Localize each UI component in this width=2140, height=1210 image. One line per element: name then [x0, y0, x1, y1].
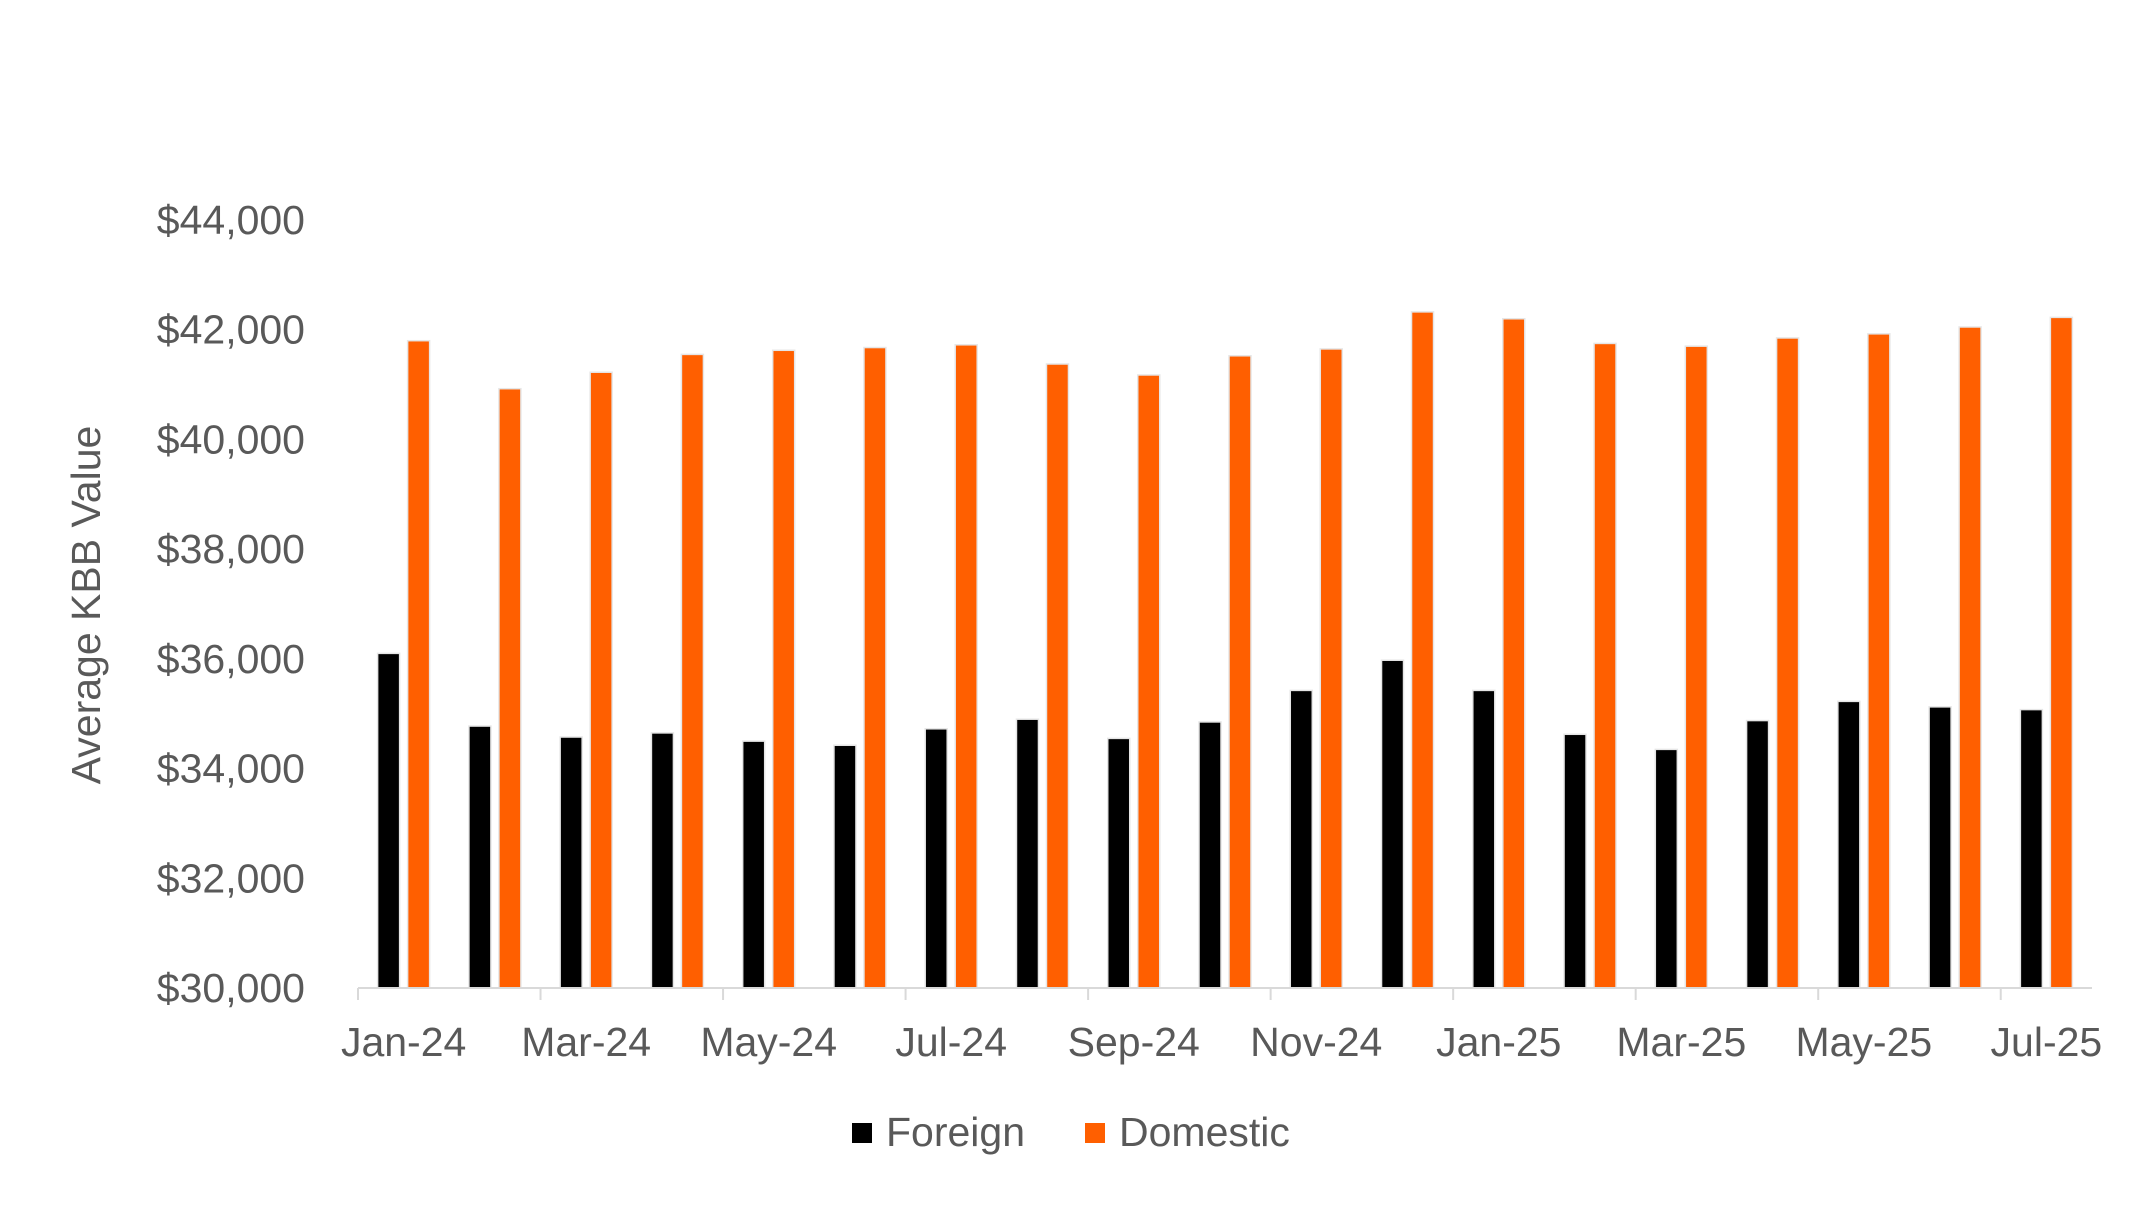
bar-foreign-apr-24 — [650, 732, 675, 989]
bar-domestic-jan-24 — [406, 339, 431, 989]
bar-foreign-feb-25 — [1563, 733, 1587, 989]
legend-label-domestic: Domestic — [1119, 1109, 1290, 1155]
legend-label-foreign: Foreign — [886, 1109, 1025, 1155]
x-tick-label: May-24 — [700, 1019, 837, 1065]
bar-domestic-jul-25 — [2049, 316, 2074, 989]
legend: Foreign Domestic — [852, 1109, 1290, 1155]
x-tick-label: Mar-24 — [521, 1019, 651, 1065]
bar-foreign-aug-24 — [1015, 718, 1040, 989]
bar-domestic-nov-24 — [1319, 348, 1344, 989]
bar-domestic-jun-24 — [863, 346, 887, 989]
y-tick-label: $34,000 — [157, 746, 305, 792]
bar-foreign-apr-25 — [1745, 719, 1770, 989]
bar-domestic-mar-24 — [589, 371, 613, 989]
x-tick-label: Nov-24 — [1250, 1019, 1382, 1065]
bar-domestic-apr-24 — [680, 353, 705, 989]
bar-domestic-aug-24 — [1045, 363, 1070, 989]
bars — [376, 311, 2074, 989]
bar-domestic-apr-25 — [1775, 337, 1800, 989]
y-tick-label: $36,000 — [157, 636, 305, 682]
bar-domestic-feb-25 — [1593, 342, 1617, 989]
y-axis-ticks: $30,000 $32,000 $34,000 $36,000 $38,000 $40,0… — [157, 197, 305, 1011]
bar-foreign-oct-24 — [1198, 721, 1222, 989]
y-tick-label: $40,000 — [157, 416, 305, 462]
bar-domestic-feb-24 — [498, 387, 522, 989]
bar-foreign-jul-24 — [924, 728, 948, 989]
bar-foreign-jan-24 — [376, 652, 401, 989]
x-tick-label: Jan-24 — [341, 1019, 466, 1065]
bar-foreign-mar-24 — [559, 736, 583, 989]
bar-foreign-dec-24 — [1380, 659, 1405, 989]
x-tick-label: Mar-25 — [1616, 1019, 1746, 1065]
bar-domestic-jul-24 — [954, 344, 978, 989]
y-tick-label: $32,000 — [157, 855, 305, 901]
bar-foreign-feb-24 — [468, 725, 492, 989]
legend-swatch-foreign — [852, 1123, 872, 1143]
bar-domestic-jun-25 — [1958, 326, 1982, 989]
bar-domestic-oct-24 — [1228, 355, 1252, 989]
x-tick-label: May-25 — [1795, 1019, 1932, 1065]
bar-domestic-sep-24 — [1136, 374, 1161, 989]
bar-domestic-may-24 — [771, 349, 796, 989]
x-axis-ticks: Jan-24 Mar-24 May-24 Jul-24 Sep-24 Nov-24 Jan-… — [341, 988, 2102, 1065]
bar-foreign-jun-25 — [1928, 706, 1952, 989]
y-tick-label: $44,000 — [157, 197, 305, 243]
x-tick-label: Jan-25 — [1436, 1019, 1561, 1065]
bar-domestic-jan-25 — [1502, 317, 1526, 989]
bar-domestic-mar-25 — [1684, 345, 1709, 989]
y-tick-label: $42,000 — [157, 307, 305, 353]
bar-foreign-may-25 — [1837, 700, 1861, 989]
y-tick-label: $38,000 — [157, 526, 305, 572]
x-tick-label: Jul-25 — [1991, 1019, 2103, 1065]
bar-foreign-mar-25 — [1654, 748, 1679, 989]
x-tick-label: Jul-24 — [895, 1019, 1007, 1065]
x-tick-label: Sep-24 — [1068, 1019, 1200, 1065]
bar-domestic-dec-24 — [1410, 311, 1435, 989]
bar-foreign-jan-25 — [1472, 689, 1496, 989]
y-tick-label: $30,000 — [157, 965, 305, 1011]
bar-foreign-sep-24 — [1106, 737, 1131, 989]
legend-swatch-domestic — [1085, 1123, 1105, 1143]
bar-domestic-may-25 — [1867, 333, 1891, 989]
bar-foreign-jul-25 — [2019, 708, 2044, 989]
bar-foreign-may-24 — [741, 740, 766, 989]
bar-foreign-jun-24 — [833, 744, 857, 989]
y-axis-label: Average KBB Value — [63, 426, 109, 785]
bar-foreign-nov-24 — [1289, 689, 1314, 989]
